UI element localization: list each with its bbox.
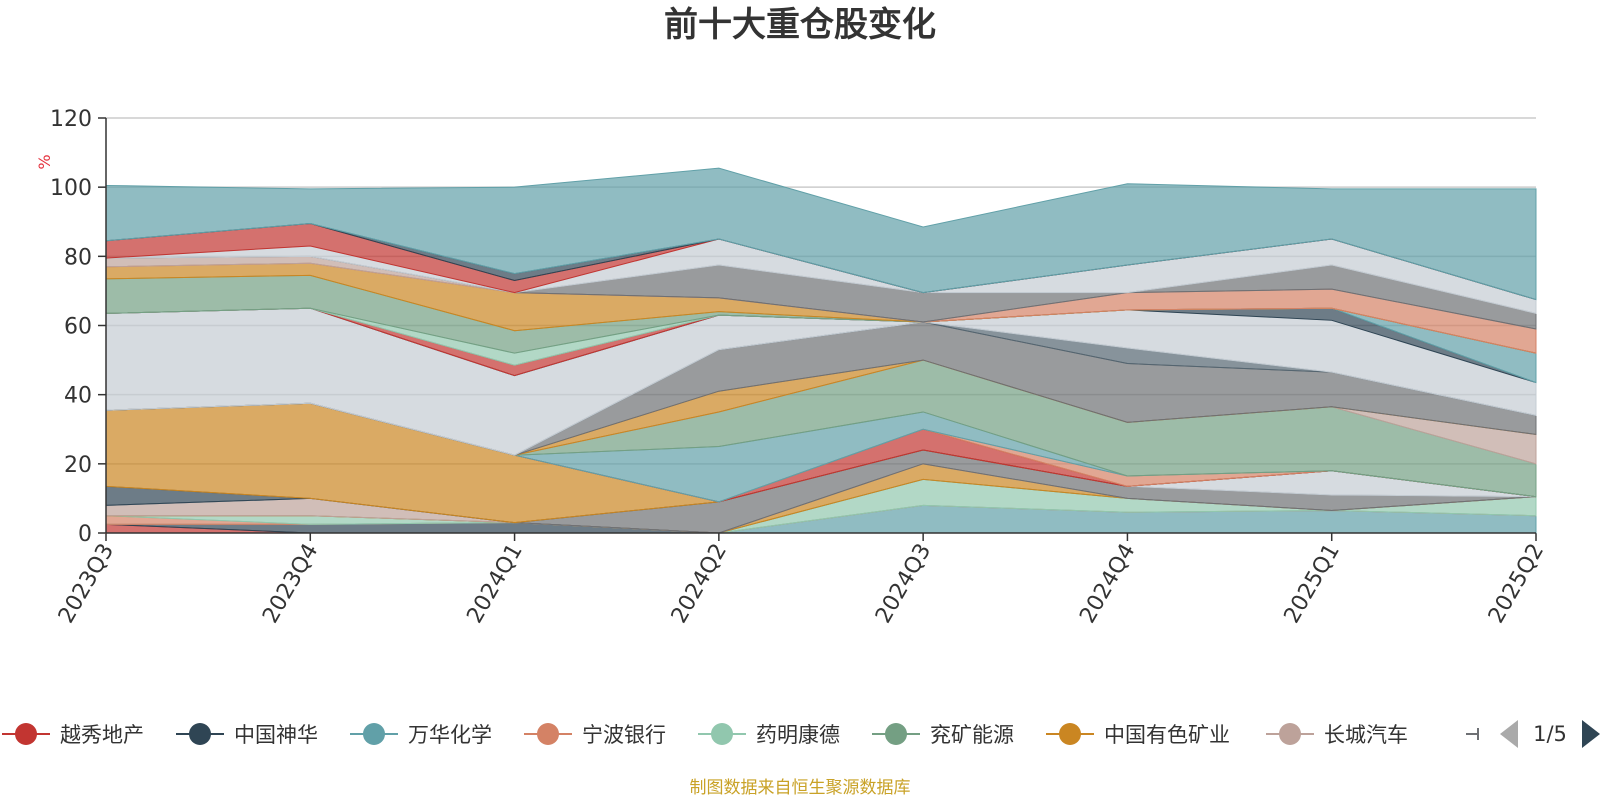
- x-tick-label: 2025Q1: [1280, 540, 1345, 628]
- legend-marker-icon: [537, 723, 559, 745]
- legend-item[interactable]: 药明康德: [698, 723, 840, 747]
- y-tick-label: 40: [64, 384, 92, 409]
- legend-marker-icon: [711, 723, 733, 745]
- y-tick-label: 60: [64, 315, 92, 340]
- legend-pager: 1/5: [1500, 720, 1600, 748]
- legend-prev-page-icon[interactable]: [1500, 720, 1518, 748]
- legend-item[interactable]: 兖矿能源: [872, 723, 1014, 747]
- y-tick-label: 20: [64, 453, 92, 478]
- legend-label: 万华化学: [408, 723, 492, 747]
- legend-label: 兖矿能源: [930, 723, 1014, 747]
- legend-item[interactable]: 宁波银行: [524, 723, 666, 747]
- y-tick-labels: 0 20 40 60 80 100 120: [50, 107, 92, 547]
- area-series-34: [105, 167, 1537, 301]
- legend-label: 中国有色矿业: [1104, 723, 1230, 747]
- x-tick-label: 2023Q3: [54, 540, 119, 628]
- y-tick-label: 100: [50, 176, 92, 201]
- legend-page-indicator: 1/5: [1533, 722, 1567, 746]
- x-tick-label: 2025Q2: [1484, 540, 1549, 628]
- legend-item[interactable]: 中国有色矿业: [1046, 723, 1230, 747]
- y-axis-unit-label: %: [35, 154, 54, 169]
- legend-label: 宁波银行: [582, 723, 666, 747]
- legend-marker-icon: [1059, 723, 1081, 745]
- legend-item[interactable]: 越秀地产: [2, 723, 144, 747]
- legend-marker-icon: [1279, 723, 1301, 745]
- legend-item[interactable]: 万华化学: [350, 723, 492, 747]
- x-tick-labels: 2023Q3 2023Q4 2024Q1 2024Q2 2024Q3 2024Q4 2025…: [54, 540, 1549, 628]
- legend-item[interactable]: 中国神华: [176, 723, 318, 747]
- legend-item[interactable]: 长城汽车: [1266, 723, 1408, 747]
- legend-marker-icon: [363, 723, 385, 745]
- chart-title: 前十大重仓股变化: [664, 5, 936, 45]
- legend: 越秀地产 中国神华 万华化学 宁波银行 药明康德 兖矿能源 中国有色矿业 长城汽车: [2, 723, 1479, 747]
- legend-label: 越秀地产: [60, 723, 144, 747]
- legend-label: 药明康德: [756, 723, 840, 747]
- axes: [105, 118, 1536, 534]
- x-tick-label: 2024Q1: [462, 540, 527, 628]
- legend-marker-icon: [885, 723, 907, 745]
- x-tick-label: 2024Q3: [871, 540, 936, 628]
- source-note: 制图数据来自恒生聚源数据库: [689, 778, 911, 798]
- legend-next-page-icon[interactable]: [1582, 720, 1600, 748]
- y-tick-label: 0: [78, 522, 92, 547]
- x-tick-label: 2024Q4: [1075, 540, 1140, 628]
- x-tick-label: 2024Q2: [667, 540, 732, 628]
- y-tick-label: 80: [64, 245, 92, 270]
- legend-label: 中国神华: [234, 723, 318, 747]
- legend-marker-icon: [15, 723, 37, 745]
- legend-marker-icon: [189, 723, 211, 745]
- x-tick-label: 2023Q4: [258, 540, 323, 628]
- area-series-layer: [105, 167, 1537, 534]
- y-tick-label: 120: [50, 107, 92, 132]
- legend-label: 长城汽车: [1324, 723, 1408, 747]
